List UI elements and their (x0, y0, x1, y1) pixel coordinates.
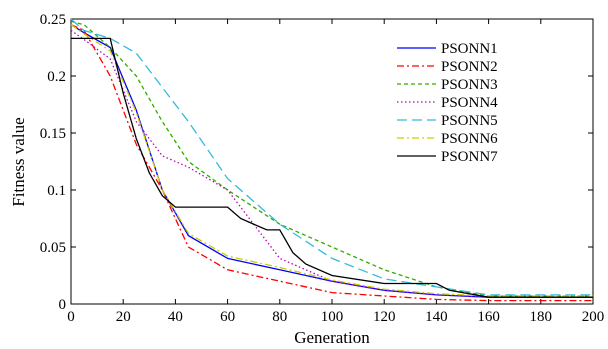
series-line-psonn2 (70, 24, 593, 302)
series-line-psonn1 (70, 24, 593, 298)
x-tick-label: 200 (582, 309, 605, 325)
series-line-psonn5 (70, 18, 593, 296)
y-tick-label: 0 (59, 297, 67, 313)
x-tick-label: 180 (530, 309, 553, 325)
legend-label: PSONN1 (441, 41, 498, 57)
x-tick-label: 140 (425, 309, 448, 325)
x-tick-label: 160 (477, 309, 500, 325)
legend-label: PSONN2 (441, 59, 498, 75)
y-tick-label: 0.1 (47, 183, 66, 199)
y-tick-label: 0.2 (47, 69, 66, 85)
legend-label: PSONN4 (441, 95, 498, 111)
series-line-psonn6 (70, 24, 593, 297)
legend-label: PSONN5 (441, 113, 498, 129)
plot-area (70, 18, 594, 305)
x-axis-title: Generation (294, 328, 370, 347)
series-line-psonn7 (71, 37, 593, 298)
series-layer (70, 18, 593, 302)
x-tick-label: 60 (220, 309, 235, 325)
x-tick-label: 100 (321, 309, 344, 325)
x-tick-label: 40 (168, 309, 183, 325)
legend-label: PSONN3 (441, 77, 498, 93)
y-tick-label: 0.05 (40, 240, 66, 256)
legend: PSONN1 PSONN2 PSONN3 PSONN4 PSONN5 PSONN6 PSON… (397, 41, 498, 165)
series-line-psonn4 (70, 29, 593, 298)
legend-label: PSONN6 (441, 131, 498, 147)
axis-ticks: 0 20 40 60 80 100 120 140 160 180 200 0 0.05 0.1 0.15 0… (40, 12, 605, 325)
legend-label: PSONN7 (441, 149, 498, 165)
x-tick-label: 80 (272, 309, 287, 325)
x-tick-label: 20 (116, 309, 131, 325)
y-tick-label: 0.15 (40, 126, 66, 142)
y-tick-label: 0.25 (40, 12, 66, 28)
y-axis-title: Fitness value (9, 117, 28, 206)
x-tick-label: 0 (67, 309, 75, 325)
x-tick-label: 120 (373, 309, 396, 325)
